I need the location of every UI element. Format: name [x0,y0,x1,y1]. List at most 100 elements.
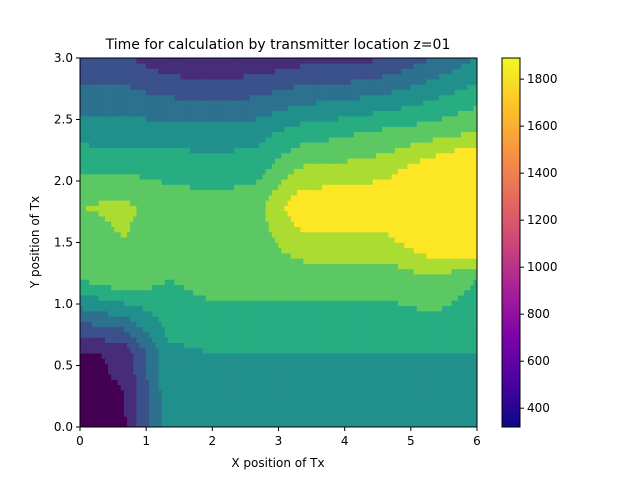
contour-cell [101,342,106,349]
contour-cell [89,331,93,338]
contour-cell [451,416,456,423]
contour-cell [101,316,106,322]
contour-cell [413,363,418,370]
contour-cell [262,331,267,338]
contour-cell [215,205,219,212]
contour-cell [240,316,245,322]
contour-cell [86,368,90,375]
contour-cell [372,347,377,354]
contour-cell [334,247,339,254]
contour-cell [385,321,390,328]
contour-cell [268,321,273,328]
contour-cell [448,405,453,412]
contour-cell [426,352,431,359]
contour-cell [117,321,122,328]
contour-cell [451,379,456,386]
contour-cell [227,379,232,386]
contour-cell [464,300,468,307]
contour-cell [297,316,301,322]
contour-cell [224,363,229,370]
contour-cell [89,368,93,375]
contour-cell [353,421,358,427]
contour-cell [369,215,374,222]
contour-cell [164,379,169,386]
contour-cell [413,395,418,401]
contour-cell [111,210,115,217]
contour-cell [265,247,270,254]
contour-cell [278,373,282,380]
contour-cell [117,410,122,417]
contour-cell [372,416,377,423]
contour-cell [237,231,241,238]
contour-cell [199,231,204,238]
contour-cell [98,410,103,417]
contour-cell [221,247,226,254]
contour-cell [155,236,160,243]
contour-cell [202,305,207,312]
contour-cell [410,410,415,417]
contour-cell [366,284,371,291]
contour-cell [464,316,468,322]
contour-cell [167,289,172,296]
contour-cell [445,300,449,307]
contour-cell [394,242,399,249]
contour-cell [111,205,115,212]
contour-cell [303,279,308,285]
contour-cell [120,337,125,343]
contour-cell [139,321,144,328]
contour-cell [379,226,383,233]
contour-cell [394,421,399,427]
contour-cell [104,273,109,280]
contour-cell [145,316,150,322]
contour-cell [130,368,134,375]
contour-cell [221,279,226,285]
contour-cell [397,268,402,275]
contour-cell [278,405,282,412]
contour-cell [189,247,194,254]
contour-cell [316,300,320,307]
contour-cell [139,300,144,307]
contour-cell [164,395,169,401]
contour-cell [382,268,386,275]
contour-cell [293,294,298,301]
contour-cell [328,358,333,365]
contour-cell [379,279,383,285]
contour-cell [208,231,213,238]
contour-cell [89,221,93,227]
contour-cell [202,273,207,280]
contour-cell [174,342,178,349]
contour-cell [334,258,339,264]
contour-cell [287,279,292,285]
contour-cell [271,252,276,259]
contour-cell [252,289,257,296]
contour-cell [155,363,160,370]
contour-cell [221,310,226,317]
contour-cell [331,352,336,359]
contour-cell [133,294,138,301]
contour-cell [353,347,358,354]
contour-cell [366,215,371,222]
contour-cell [284,316,289,322]
contour-cell [278,321,282,328]
contour-cell [234,263,238,270]
contour-cell [256,410,260,417]
contour-cell [126,294,131,301]
contour-cell [407,373,412,380]
contour-cell [227,305,232,312]
contour-cell [136,258,141,264]
contour-cell [149,215,153,222]
contour-cell [136,400,141,407]
contour-cell [341,247,345,254]
contour-cell [319,384,323,391]
contour-cell [82,321,87,328]
contour-cell [123,273,128,280]
contour-cell [161,373,166,380]
contour-cell [177,305,182,312]
contour-cell [419,421,424,427]
contour-cell [416,384,421,391]
contour-cell [234,400,238,407]
contour-cell [319,342,323,349]
contour-cell [297,310,301,317]
contour-cell [111,405,115,412]
contour-cell [177,263,182,270]
